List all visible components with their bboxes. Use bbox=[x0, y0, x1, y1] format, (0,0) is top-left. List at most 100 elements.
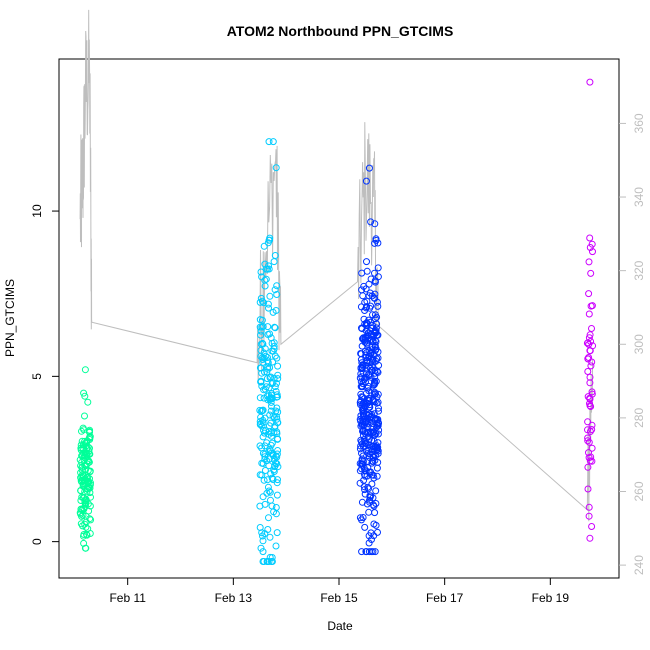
data-point bbox=[587, 269, 595, 277]
data-point bbox=[358, 342, 366, 350]
data-point bbox=[360, 435, 368, 443]
data-point bbox=[83, 530, 90, 538]
data-point bbox=[258, 273, 266, 281]
data-point bbox=[267, 496, 274, 504]
data-point bbox=[371, 509, 379, 517]
x-axis-label: Date bbox=[327, 619, 353, 633]
data-point bbox=[79, 472, 87, 480]
data-point bbox=[359, 514, 367, 521]
data-point bbox=[371, 369, 379, 377]
data-point bbox=[256, 406, 264, 414]
data-point bbox=[366, 410, 374, 418]
data-point bbox=[357, 350, 365, 358]
data-point bbox=[368, 363, 376, 371]
data-point bbox=[366, 494, 374, 501]
data-point bbox=[259, 460, 267, 467]
y2-tick-label: 300 bbox=[632, 334, 646, 354]
data-point bbox=[358, 548, 366, 556]
data-point bbox=[364, 329, 372, 337]
data-point bbox=[273, 379, 280, 387]
data-point bbox=[264, 323, 272, 331]
data-point bbox=[257, 327, 265, 335]
data-point bbox=[359, 369, 367, 377]
data-point bbox=[269, 358, 277, 366]
data-point bbox=[266, 292, 274, 300]
data-point bbox=[271, 286, 279, 294]
data-point bbox=[584, 368, 592, 375]
data-point bbox=[261, 345, 269, 353]
data-point bbox=[365, 508, 373, 516]
data-point bbox=[357, 303, 365, 311]
data-point bbox=[86, 475, 93, 483]
data-point bbox=[371, 290, 379, 298]
data-point bbox=[256, 418, 264, 425]
data-point bbox=[360, 483, 368, 491]
data-point bbox=[365, 316, 373, 324]
data-point bbox=[586, 244, 594, 251]
data-point bbox=[365, 485, 372, 493]
data-point bbox=[359, 362, 367, 370]
data-point bbox=[356, 514, 364, 522]
data-point bbox=[269, 452, 277, 459]
data-point bbox=[256, 394, 264, 402]
data-point bbox=[366, 496, 373, 504]
data-point bbox=[356, 399, 364, 406]
data-point bbox=[585, 290, 593, 298]
data-point bbox=[274, 371, 282, 379]
data-point bbox=[584, 355, 592, 363]
data-point bbox=[261, 282, 269, 290]
data-point bbox=[588, 523, 596, 530]
data-point bbox=[81, 392, 89, 400]
data-point bbox=[77, 520, 85, 528]
data-point bbox=[272, 504, 280, 511]
data-point bbox=[359, 335, 367, 343]
data-point bbox=[259, 493, 267, 501]
data-point bbox=[258, 382, 266, 390]
data-point bbox=[257, 544, 265, 552]
y-axis-left: 0 5 10 bbox=[30, 204, 59, 545]
data-point bbox=[373, 320, 381, 328]
y-axis-label: PPN_GTCIMS bbox=[3, 279, 17, 357]
data-point bbox=[80, 426, 88, 434]
data-point bbox=[589, 248, 596, 256]
data-point bbox=[270, 429, 278, 436]
data-point bbox=[272, 542, 280, 550]
data-point bbox=[260, 476, 268, 484]
data-point bbox=[374, 447, 382, 455]
data-point bbox=[585, 512, 593, 520]
data-point bbox=[272, 307, 280, 314]
data-point bbox=[273, 391, 281, 399]
data-point bbox=[365, 548, 373, 556]
data-point bbox=[584, 434, 592, 442]
data-point bbox=[588, 444, 596, 452]
data-point bbox=[585, 340, 593, 348]
x-tick-label: Feb 13 bbox=[215, 591, 253, 605]
data-point bbox=[588, 426, 596, 433]
data-point bbox=[373, 464, 381, 472]
data-point bbox=[363, 500, 371, 508]
data-point bbox=[87, 516, 95, 524]
data-point bbox=[80, 389, 88, 397]
x-tick-label: Feb 15 bbox=[320, 591, 358, 605]
data-point bbox=[356, 479, 364, 487]
data-point bbox=[266, 533, 274, 541]
data-point bbox=[265, 138, 273, 146]
data-point bbox=[265, 558, 273, 565]
data-point bbox=[257, 377, 265, 385]
data-point bbox=[274, 435, 281, 443]
data-point bbox=[363, 258, 370, 266]
data-point bbox=[584, 426, 591, 434]
data-point bbox=[256, 502, 264, 510]
data-point bbox=[585, 449, 592, 457]
data-point bbox=[257, 340, 265, 348]
data-point bbox=[372, 487, 380, 495]
data-point bbox=[264, 359, 272, 367]
data-point bbox=[586, 78, 594, 86]
data-point bbox=[371, 269, 378, 277]
data-point bbox=[83, 450, 91, 458]
data-point bbox=[256, 420, 264, 428]
data-point bbox=[268, 502, 276, 510]
data-point bbox=[77, 497, 85, 504]
data-point bbox=[260, 242, 268, 250]
data-point bbox=[366, 359, 374, 367]
